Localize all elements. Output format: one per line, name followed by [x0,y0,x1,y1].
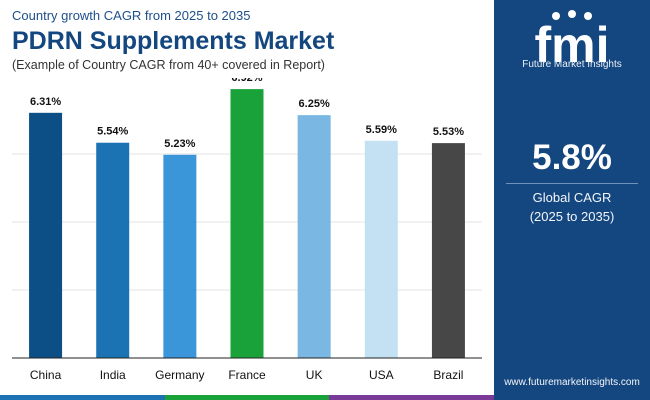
bar-germany [163,154,197,358]
x-tick-china: China [30,368,62,382]
website-url: www.futuremarketinsights.com [504,377,640,388]
svg-text:fmi: fmi [535,17,610,73]
global-cagr-label-line2: (2025 to 2035) [529,209,615,224]
bar-india [96,142,130,358]
fmi-logo: fmi [535,10,610,73]
bar-chart: 6.31% China 5.54% India 5.23% Germany 6.92% Fra… [12,78,482,382]
chart-subtitle: Country growth CAGR from 2025 to 2035 [12,8,251,23]
strip-segment [329,395,495,400]
data-label-brazil: 5.53% [433,126,464,138]
chart-header: Country growth CAGR from 2025 to 2035 PD… [12,8,482,73]
panel-divider [506,183,638,184]
data-label-india: 5.54% [97,126,128,138]
data-label-france: 6.92% [231,78,262,84]
summary-panel: fmi Future Market Insights 5.8% Global C… [494,0,650,400]
x-tick-france: France [228,368,266,382]
global-cagr-label: Global CAGR (2025 to 2035) [494,188,650,226]
data-label-usa: 5.59% [366,124,397,136]
x-tick-uk: UK [306,368,323,382]
x-tick-brazil: Brazil [433,368,463,382]
x-tick-germany: Germany [155,368,204,382]
bar-brazil [431,143,465,358]
strip-segment [0,395,165,400]
x-tick-india: India [100,368,126,382]
bar-france [230,89,264,358]
bar-china [29,112,63,358]
x-tick-usa: USA [369,368,394,382]
logo-caption: Future Market Insights [522,59,622,70]
chart-title: PDRN Supplements Market [12,27,335,55]
data-label-china: 6.31% [30,96,61,108]
bottom-color-strip [0,395,495,400]
data-label-uk: 6.25% [299,98,330,110]
bar-usa [364,140,398,358]
strip-segment [164,395,330,400]
global-cagr-label-line1: Global CAGR [532,190,612,205]
chart-note: (Example of Country CAGR from 40+ covere… [12,58,325,72]
data-label-germany: 5.23% [164,138,195,150]
bar-uk [297,115,331,358]
global-cagr-value: 5.8% [532,138,612,177]
